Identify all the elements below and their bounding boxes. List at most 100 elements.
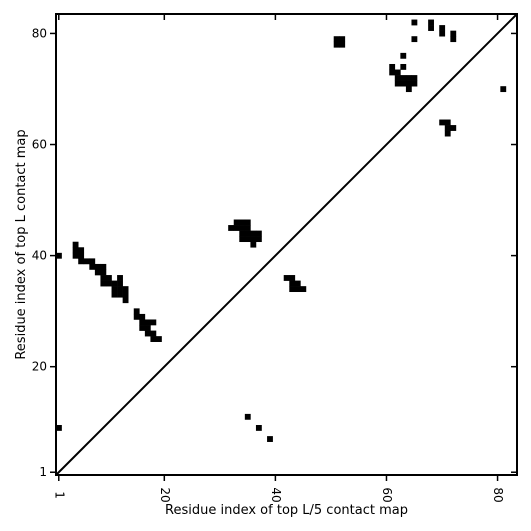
contact-cell-upper <box>289 286 296 293</box>
contact-cell-upper <box>450 125 457 131</box>
contact-cell-upper <box>117 291 123 298</box>
contact-cell-upper <box>400 75 407 81</box>
contact-cell-upper <box>439 30 446 37</box>
contact-cell-upper <box>56 252 62 259</box>
contact-cell-upper <box>405 80 412 87</box>
contact-cell-upper <box>333 36 340 43</box>
contact-cell-upper <box>139 313 146 320</box>
contact-cell-upper <box>444 119 451 126</box>
contact-cell-upper <box>155 336 162 342</box>
contact-cell-upper <box>94 269 101 276</box>
contact-cell-upper <box>300 286 307 293</box>
contact-cell-upper <box>294 280 301 287</box>
contact-cell-upper <box>111 291 118 298</box>
contact-cell-upper <box>255 236 262 243</box>
contact-cell-upper <box>444 125 451 131</box>
contact-cell-upper <box>400 80 407 87</box>
x-axis-title: Residue index of top L/5 contact map <box>165 503 408 518</box>
contact-cell-upper <box>450 36 457 43</box>
contact-cell-upper <box>78 247 85 254</box>
contact-cell-upper <box>389 69 396 76</box>
contact-cell-upper <box>150 330 157 337</box>
contact-cell-upper <box>117 280 123 287</box>
contact-cell-upper <box>244 219 251 226</box>
contact-cell-lower <box>267 436 273 442</box>
contact-cell-upper <box>122 291 129 298</box>
contact-cell-upper <box>133 308 140 315</box>
contact-cell-upper <box>428 25 434 31</box>
contact-cell-upper <box>289 280 296 287</box>
contact-cell-upper <box>78 252 85 259</box>
contact-cell-upper <box>139 325 146 331</box>
contact-cell-upper <box>72 241 79 248</box>
contact-cell-upper <box>83 258 90 265</box>
contact-cell-upper <box>239 225 246 231</box>
x-axis-ticks: 1 20 40 60 80 <box>52 14 505 503</box>
contact-cell-upper <box>394 75 401 81</box>
contact-cell-upper <box>244 236 251 243</box>
contact-cell-upper <box>105 280 112 287</box>
contact-cell-upper <box>100 263 107 270</box>
contact-cell-upper <box>244 230 251 237</box>
contact-cell-upper <box>94 263 101 270</box>
contact-cell-upper <box>244 225 251 231</box>
y-tick-label: 60 <box>32 138 47 152</box>
contact-cell-upper <box>233 219 240 226</box>
contact-cell-upper <box>411 19 418 26</box>
contact-cell-upper <box>78 258 85 265</box>
contact-cell-upper <box>394 69 401 76</box>
contact-cell-upper <box>405 86 412 93</box>
contact-cell-upper <box>122 297 129 304</box>
contact-cell-upper <box>100 275 107 281</box>
contact-cell-upper <box>500 86 507 93</box>
contact-cell-lower <box>255 425 262 431</box>
contact-cell-upper <box>289 275 296 281</box>
contact-cell-lower <box>56 425 62 431</box>
contact-cell-upper <box>139 319 146 326</box>
contact-cell-upper <box>105 275 112 281</box>
x-tick-label: 80 <box>491 487 505 502</box>
lower-triangle-contacts <box>56 413 273 442</box>
contact-cell-upper <box>339 36 346 43</box>
contact-cell-upper <box>428 19 434 26</box>
plot-frame <box>55 13 518 476</box>
contact-cell-upper <box>117 286 123 293</box>
contact-cell-upper <box>400 63 407 70</box>
contact-cell-upper <box>144 330 151 337</box>
contact-cell-upper <box>239 230 246 237</box>
contact-cell-upper <box>100 280 107 287</box>
contact-cell-upper <box>111 280 118 287</box>
contact-cell-lower <box>244 413 251 420</box>
contact-cell-upper <box>117 275 123 281</box>
contact-cell-upper <box>72 247 79 254</box>
contact-cell-upper <box>444 130 451 137</box>
contact-cell-upper <box>233 225 240 231</box>
contact-cell-upper <box>228 225 235 231</box>
contact-cell-upper <box>72 252 79 259</box>
contact-cell-upper <box>239 236 246 243</box>
diagonal-line <box>55 13 518 476</box>
contact-cell-upper <box>394 80 401 87</box>
contact-cell-upper <box>239 219 246 226</box>
contact-cell-upper <box>100 269 107 276</box>
contact-cell-upper <box>122 286 129 293</box>
contact-cell-upper <box>389 63 396 70</box>
contact-cell-upper <box>89 263 96 270</box>
contact-cell-upper <box>333 41 340 48</box>
contact-cell-upper <box>411 75 418 81</box>
contact-cell-upper <box>255 230 262 237</box>
contact-cell-upper <box>133 313 140 320</box>
contact-cell-upper <box>250 241 257 248</box>
contact-cell-upper <box>411 36 418 43</box>
contact-cell-upper <box>294 286 301 293</box>
contact-cell-upper <box>250 230 257 237</box>
y-axis-ticks: 1 20 40 60 80 <box>32 26 517 479</box>
contact-cell-upper <box>405 75 412 81</box>
contact-cell-upper <box>439 25 446 31</box>
contact-cell-upper <box>150 336 157 342</box>
contact-cell-upper <box>411 80 418 87</box>
contact-cell-upper <box>400 52 407 59</box>
contact-cell-upper <box>89 258 96 265</box>
x-tick-label: 1 <box>52 491 66 499</box>
